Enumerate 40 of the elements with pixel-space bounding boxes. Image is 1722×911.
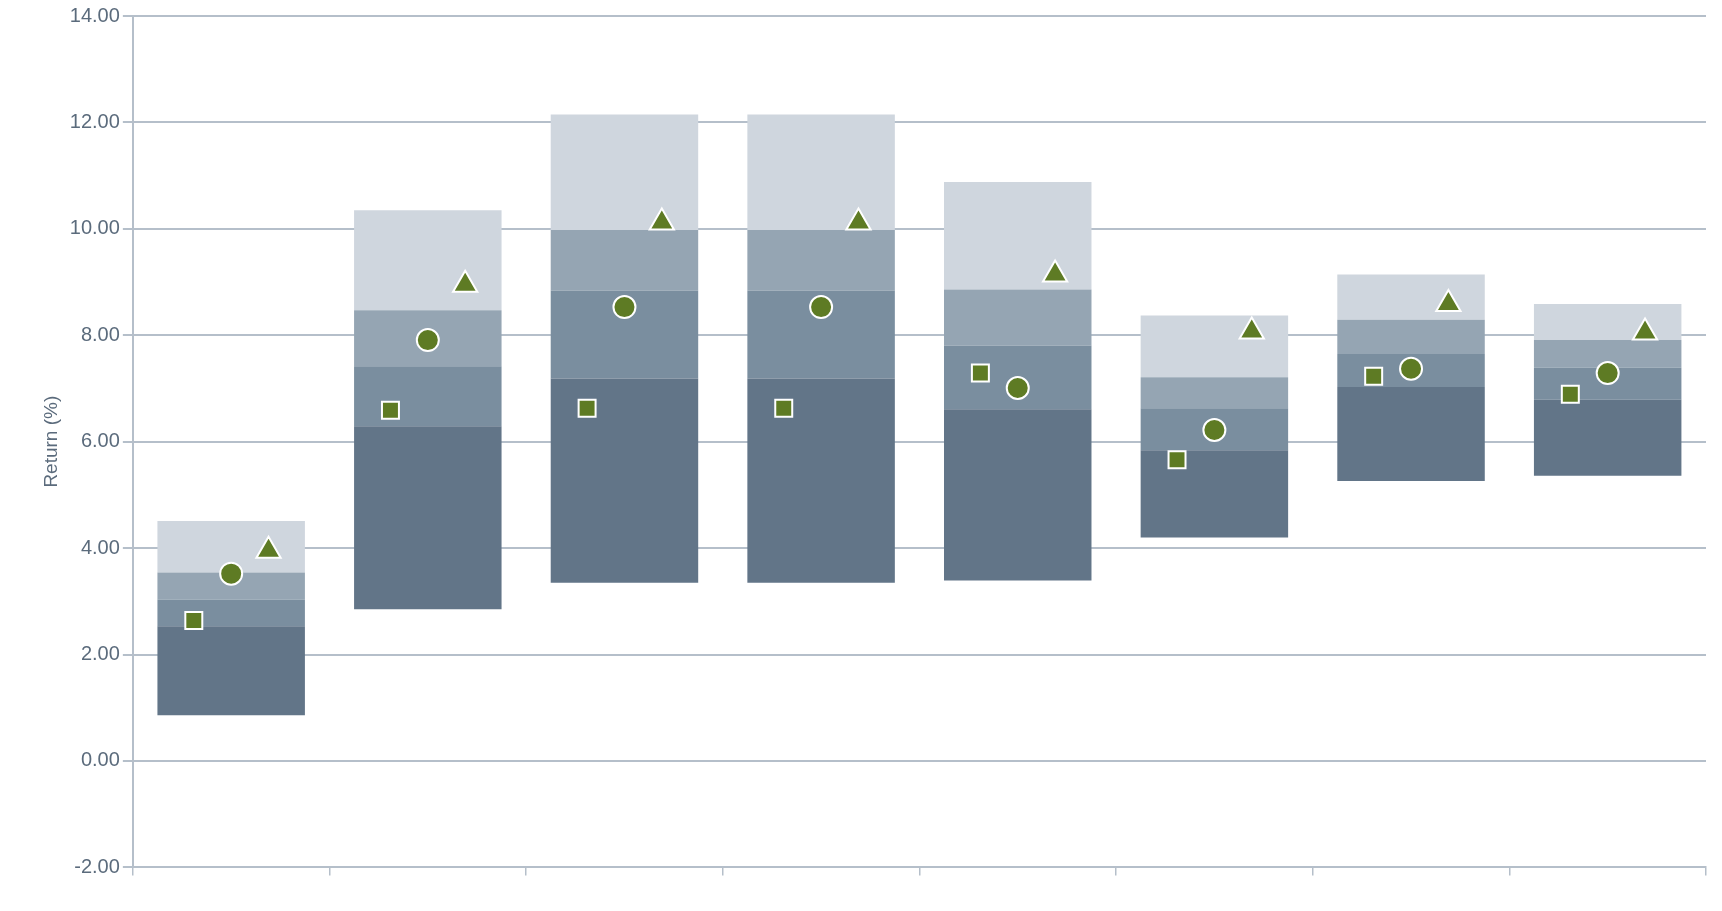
bar	[354, 366, 502, 427]
bar	[1337, 386, 1485, 482]
bar	[1140, 408, 1289, 451]
bar	[747, 114, 895, 230]
y-tick-label: 10.00	[69, 216, 120, 239]
bar	[944, 345, 1092, 410]
y-tick-label: 8.00	[80, 322, 120, 345]
bar	[1337, 319, 1485, 354]
bar	[354, 310, 502, 367]
bar	[944, 409, 1092, 581]
bar	[550, 229, 699, 291]
y-tick-label: 0.00	[80, 748, 120, 771]
bar	[157, 626, 305, 716]
bar	[944, 182, 1092, 290]
bar	[747, 229, 895, 291]
bar	[1140, 315, 1289, 378]
bar	[157, 572, 305, 600]
bar	[1533, 303, 1682, 341]
y-tick-label: -2.00	[74, 854, 120, 877]
y-axis-title: Return (%)	[39, 395, 61, 488]
bar	[354, 210, 502, 311]
bar	[1337, 274, 1485, 320]
bar	[550, 290, 699, 379]
bar	[550, 378, 699, 583]
y-tick-label: 6.00	[80, 429, 120, 452]
y-tick-label: 2.00	[80, 642, 120, 665]
bar	[1140, 377, 1289, 409]
bar	[157, 599, 305, 627]
y-tick-label: 4.00	[80, 535, 120, 558]
bar	[354, 426, 502, 610]
bar	[944, 289, 1092, 346]
bar	[1533, 340, 1682, 368]
bar	[157, 520, 305, 573]
y-tick-label: 12.00	[69, 109, 120, 132]
bar	[550, 114, 699, 230]
bar	[1533, 399, 1682, 476]
bar	[747, 378, 895, 583]
bar	[747, 290, 895, 379]
bar	[1140, 450, 1289, 538]
y-tick-label: 14.00	[69, 3, 120, 26]
